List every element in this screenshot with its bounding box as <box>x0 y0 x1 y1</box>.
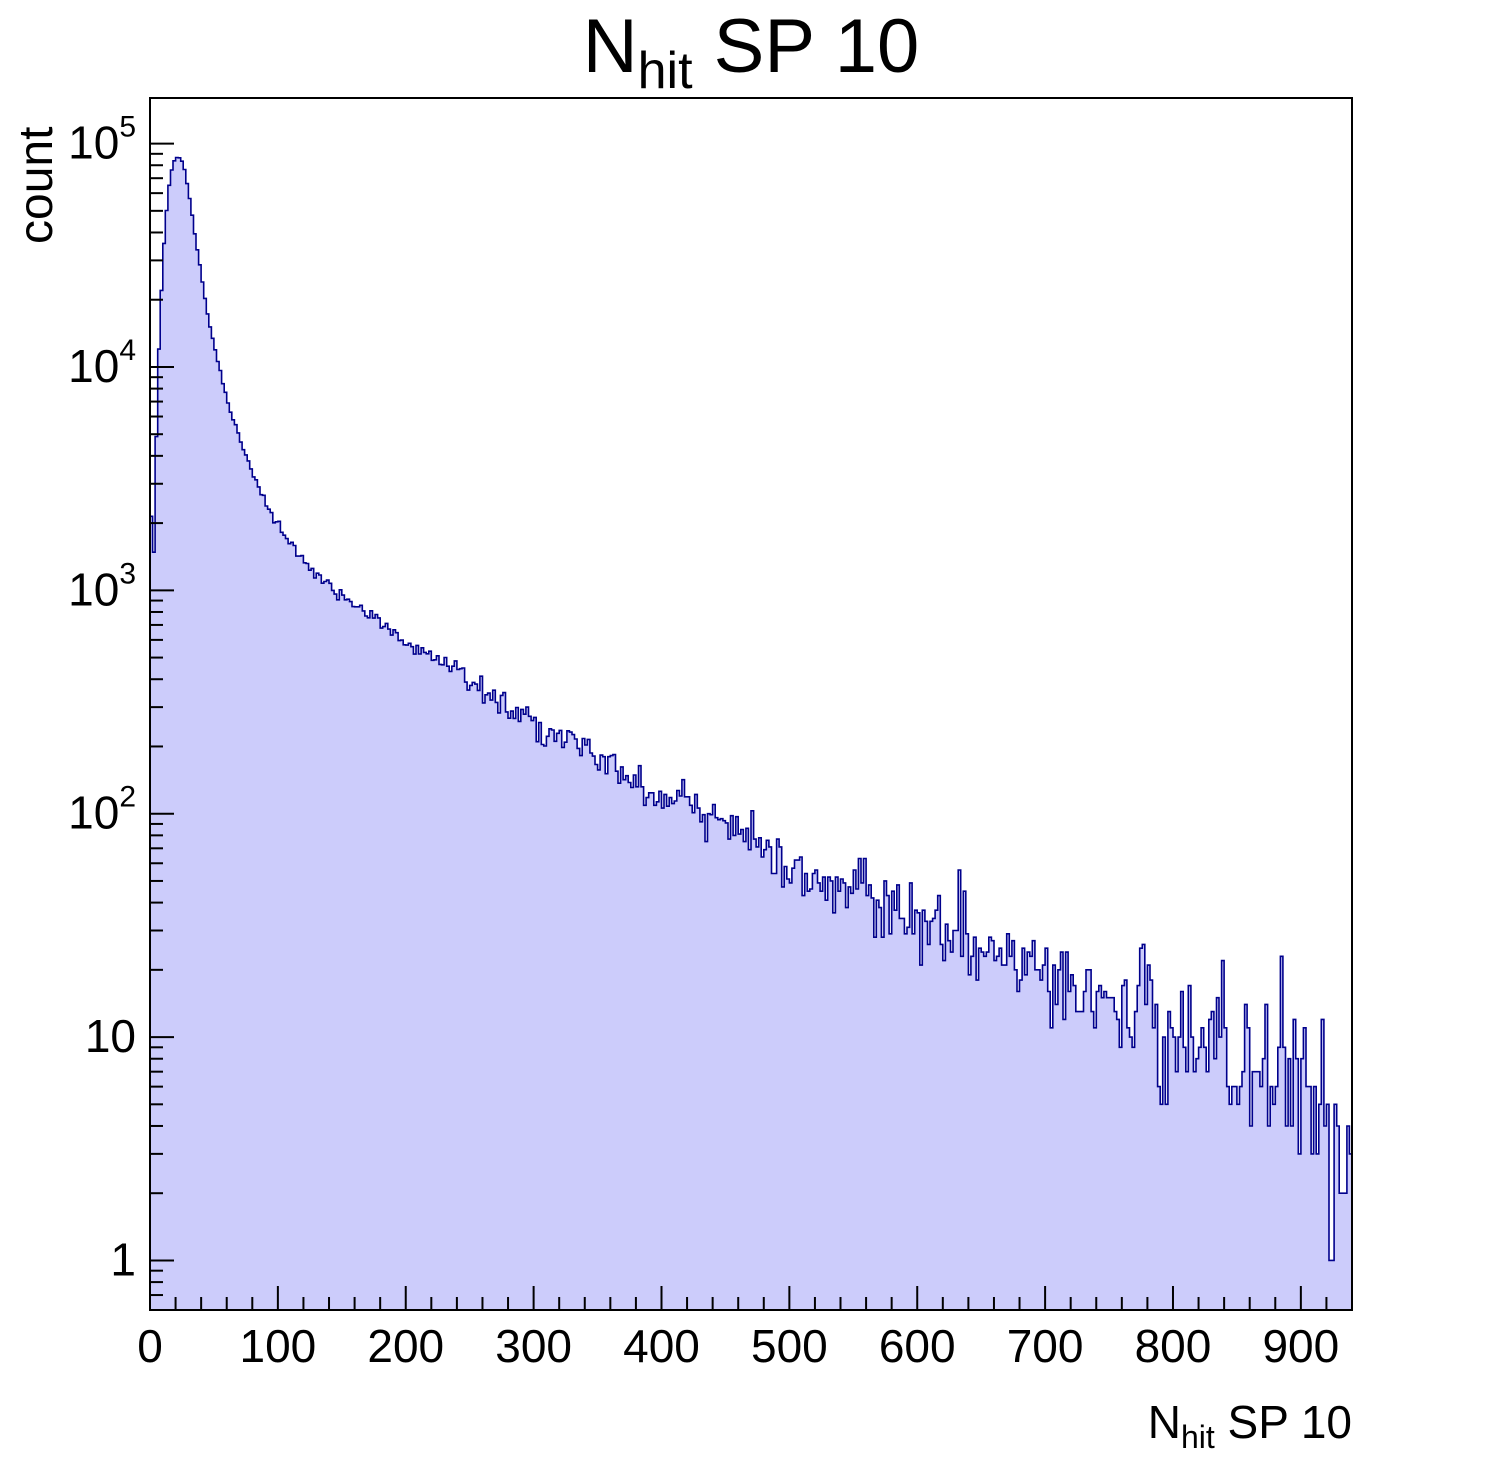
axis-labels: count Nhit SP 10 <box>10 127 1352 1455</box>
x-tick-label: 300 <box>495 1320 572 1372</box>
x-tick-label: 400 <box>623 1320 700 1372</box>
frame-rect <box>149 97 1353 1311</box>
chart-title-text: Nhit SP 10 <box>583 4 920 100</box>
y-tick-label: 103 <box>68 557 136 615</box>
histogram-outline <box>149 156 1353 1310</box>
x-axis-title: Nhit SP 10 <box>1148 1396 1352 1455</box>
x-tick-label: 700 <box>1007 1320 1084 1372</box>
x-tick-label: 500 <box>751 1320 828 1372</box>
histogram-series <box>149 156 1353 1310</box>
y-axis: 1 10 102 103 104 105 <box>68 111 174 1311</box>
chart-title: Nhit SP 10 <box>583 4 920 100</box>
x-axis: 0 100 200 300 400 500 600 700 800 900 <box>137 1286 1353 1372</box>
histogram-fill <box>150 157 1352 1310</box>
y-tick-label: 102 <box>68 781 136 839</box>
y-axis-title: count <box>10 127 63 244</box>
y-tick-label: 10 <box>85 1010 136 1062</box>
x-tick-label: 600 <box>879 1320 956 1372</box>
x-tick-label: 200 <box>367 1320 444 1372</box>
x-tick-label: 900 <box>1262 1320 1339 1372</box>
x-tick-label: 800 <box>1135 1320 1212 1372</box>
plot-frame <box>149 97 1353 1311</box>
y-tick-label: 105 <box>68 111 136 169</box>
y-tick-label: 1 <box>110 1233 136 1285</box>
y-tick-label: 104 <box>68 334 136 392</box>
x-tick-label: 0 <box>137 1320 163 1372</box>
x-tick-label: 100 <box>239 1320 316 1372</box>
